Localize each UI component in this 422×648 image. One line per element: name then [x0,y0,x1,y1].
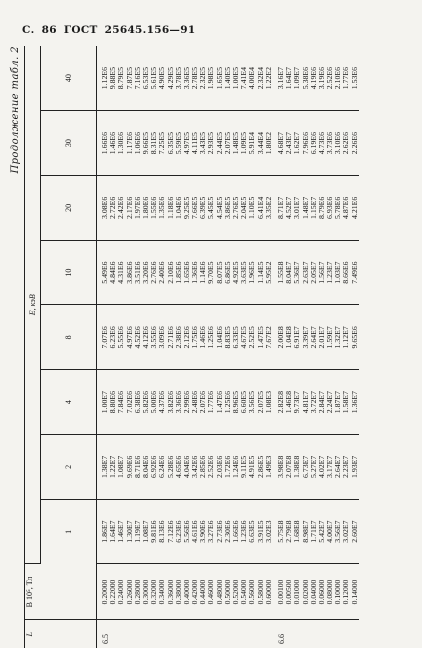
table-row: 6.6 0.00100 0.00500 0.01000 0.02000 0.04000 0.… [272,46,359,648]
table-row: 6.5 0.20000 0.22000 0.24000 0.26000 0.28000 0.… [96,46,273,648]
energy-col-header: 40 [40,46,97,111]
energy-values: 3.08E6 2.72E6 2.42E6 2.17E6 1.97E6 1.80E6 1.55… [100,176,273,240]
table-cell: 1.49E3 [263,455,273,479]
l-value: 6.5 [101,634,110,644]
energy-col-header: 20 [40,175,97,241]
table-cell: 1.53E6 [349,66,359,90]
table-cell: 1.80E2 [263,131,273,155]
energy-col-header: 1 [40,499,97,564]
standard-number: 25645.156—91 [104,24,196,36]
continuation-caption: Продолжение табл. 2 [10,46,21,174]
page-prefix: С. [22,24,35,36]
energy-values: 5.49E6 4.84E6 4.31E6 3.86E6 3.51E6 3.20E6 2.76… [100,241,273,305]
col-header-l: L [24,620,97,648]
table-cell: 2.26E6 [349,131,359,155]
energy-values: 1.12E6 9.88E5 8.79E5 7.87E5 7.16E5 6.53E5 5.61… [100,46,273,110]
energy-values: 1.38E7 1.22E7 1.08E7 9.69E6 8.71E6 8.04E6 6.92… [100,435,273,499]
col-header-b: B 10⁵, Тл [24,564,97,620]
energy-header: E, кэВ [24,46,41,564]
rotated-table-page: Продолжение табл. 2 L B 10⁵, Тл E, кэВ 1… [10,40,410,648]
table-cell: 5.95E2 [263,261,273,284]
energy-values: 1.86E7 1.64E7 1.46E7 1.30E7 1.19E7 1.08E7 9.81… [100,500,273,564]
b-values: 0.20000 0.22000 0.24000 0.26000 0.28000 0.300… [100,565,273,620]
energy-values: 1.00E7 8.80E6 7.84E6 7.02E6 6.38E6 5.82E6 5.00… [100,370,273,434]
energy-columns-row: 1 2 4 8 10 20 30 40 [40,46,97,648]
l-value: 6.6 [276,634,286,644]
b-value: 0.14000 [349,579,359,605]
table-cell: 3.35E2 [263,196,273,220]
table-cell: 1.22E2 [263,66,273,90]
page-header: С. 86 ГОСТ 25645.156—91 [22,24,202,36]
energy-values: 8.71E7 4.52E7 3.01E7 1.48E7 1.15E7 8.79E6 6.93… [276,176,359,240]
energy-col-header: 8 [40,305,97,370]
data-table: L B 10⁵, Тл E, кэВ 1 2 4 8 10 20 30 40 6.5 0.200… [24,46,359,648]
table-cell: 3.02E3 [263,520,273,543]
table-cell: 7.67E2 [263,326,273,349]
page-number: 86 [41,24,57,36]
b-value: 0.60000 [263,579,273,605]
table-cell: 4.21E6 [349,196,359,220]
table-cell: 1.36E7 [349,390,359,414]
energy-col-header: 2 [40,434,97,500]
table-cell: 7.49E6 [349,261,359,284]
energy-values: 2.00E8 1.04E8 6.91E7 3.39E7 2.64E7 2.01E7 1.59… [276,306,359,370]
energy-values: 1.55E8 8.04E7 5.36E7 2.63E7 2.05E7 1.56E7 1.23… [276,241,359,305]
energy-values: 7.07E6 6.23E6 5.55E6 4.97E6 4.52E6 4.12E6 3.55… [100,306,273,370]
b-values: 0.00100 0.00500 0.01000 0.02000 0.04000 0.060… [276,565,359,620]
standard-label: ГОСТ [63,24,98,36]
energy-col-header: 4 [40,369,97,435]
table-cell: 2.60E7 [349,520,359,543]
energy-values: 5.75E8 2.79E8 1.68E8 8.98E7 1.71E7 5.42E7 4.00… [276,500,359,564]
table-cell: 1.93E7 [349,455,359,479]
energy-col-header: 10 [40,240,97,305]
table-cell: 9.65E6 [349,326,359,349]
energy-col-header: 30 [40,110,97,176]
energy-values: 2.82E8 1.46E8 9.73E7 4.81E7 3.72E7 2.84E7 2.24… [276,370,359,434]
table-cell: 1.08E3 [263,390,273,414]
energy-values: 3.98E8 2.07E8 1.38E8 6.73E7 5.27E7 4.02E7 3.17… [276,435,359,499]
energy-values: 1.66E6 1.46E6 1.30E6 1.17E6 1.06E6 9.66E5 8.31… [100,111,273,175]
table-body: 6.5 0.20000 0.22000 0.24000 0.26000 0.28000 0.… [96,46,359,648]
energy-values: 4.68E7 2.43E7 1.62E7 7.96E6 6.19E6 4.73E6 3.73… [276,111,359,175]
energy-values: 3.16E7 1.64E7 1.09E7 5.38E6 4.19E6 3.19E6 2.52… [276,46,359,110]
